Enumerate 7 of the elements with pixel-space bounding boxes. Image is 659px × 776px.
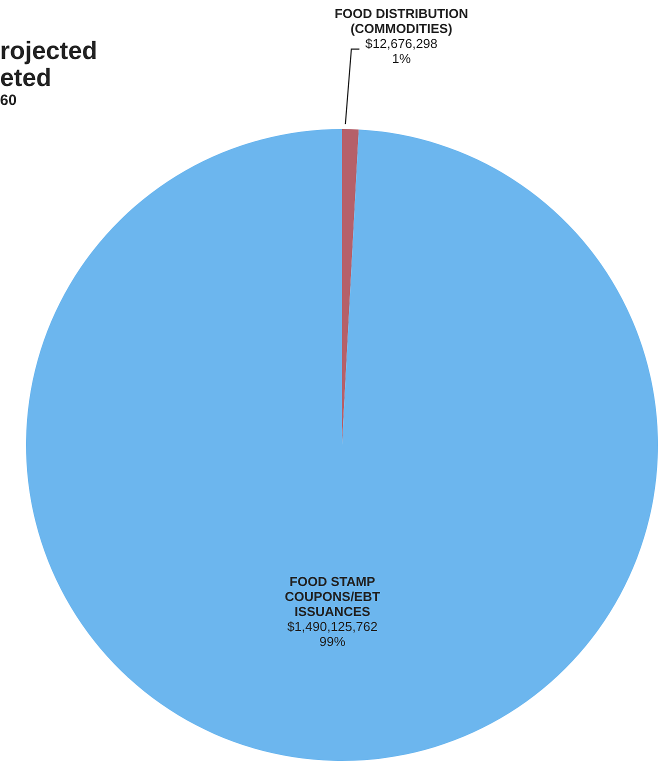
pie-slice [26, 129, 658, 761]
text: rojected eted [0, 37, 98, 92]
slice-label: FOOD STAMP COUPONS/EBT ISSUANCES [284, 574, 380, 620]
slice-label: FOOD DISTRIBUTION (COMMODITIES) [334, 6, 468, 36]
data-label: $12,676,298 1% [365, 36, 438, 66]
text: 60 [0, 92, 18, 109]
data-label: $1,490,125,762 99% [287, 619, 378, 650]
